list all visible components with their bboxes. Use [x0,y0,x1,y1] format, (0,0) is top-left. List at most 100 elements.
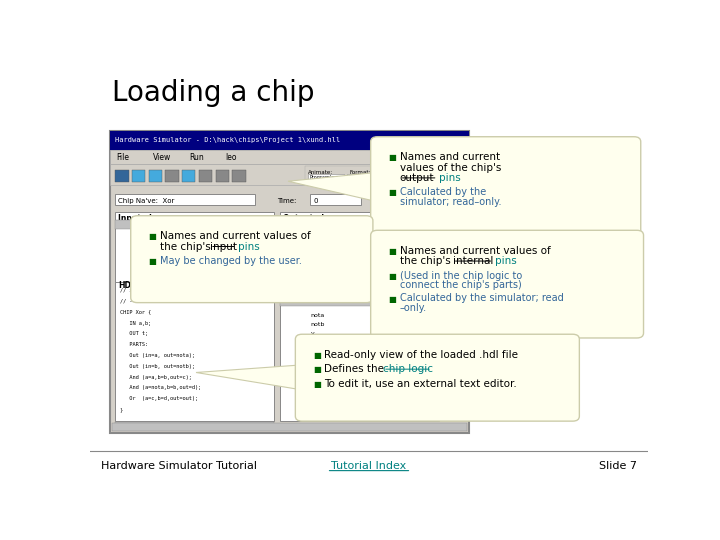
FancyBboxPatch shape [279,297,438,306]
FancyBboxPatch shape [131,216,373,302]
Text: Out (in=b, out=notb);: Out (in=b, out=notb); [120,364,194,369]
Text: pins: pins [438,173,461,183]
Text: Tutorial Index: Tutorial Index [331,461,407,471]
FancyBboxPatch shape [371,137,641,238]
FancyBboxPatch shape [279,220,438,230]
Text: ■: ■ [313,366,321,374]
Text: –only.: –only. [400,303,427,313]
Circle shape [458,138,464,143]
Text: 0: 0 [255,235,259,241]
FancyBboxPatch shape [115,212,274,292]
Text: Dec'mal: Dec'mal [348,174,369,180]
Text: Output pins: Output pins [282,214,333,222]
Text: notb: notb [310,322,325,327]
Text: nota: nota [310,313,325,318]
Text: View:: View: [400,170,414,174]
Text: 0: 0 [414,332,418,336]
Text: a: a [148,235,153,241]
Text: Name: Name [310,222,331,228]
Text: PARTS:: PARTS: [120,342,148,347]
Text: Read-only view of the loaded .hdl file: Read-only view of the loaded .hdl file [324,349,518,360]
Text: pins: pins [238,241,260,252]
Text: Out (in=a, out=nota);: Out (in=a, out=nota); [120,353,194,358]
Text: Name: Name [148,222,169,228]
Text: y: y [310,332,314,336]
Text: Hardware Simulator - D:\hack\chips\Project 1\xund.hll: Hardware Simulator - D:\hack\chips\Proje… [115,138,341,144]
Text: internal: internal [453,256,493,266]
Text: View: View [153,153,171,162]
Text: Time:: Time: [277,198,297,204]
Polygon shape [288,172,384,203]
Text: HDL: HDL [118,281,135,290]
Text: Format:: Format: [349,170,371,174]
Circle shape [449,138,455,143]
FancyBboxPatch shape [115,170,128,182]
Text: ■: ■ [389,272,397,281]
Text: Value: Value [377,222,397,228]
FancyBboxPatch shape [371,230,644,338]
Text: Hardware Simulator Tutorial: Hardware Simulator Tutorial [101,461,257,471]
Text: 0: 0 [414,322,418,327]
Text: Defines the: Defines the [324,364,384,374]
Text: ■: ■ [389,153,397,163]
FancyBboxPatch shape [109,164,469,185]
Text: b: b [148,245,153,251]
Text: ■: ■ [389,295,397,303]
Text: connect the chip's parts): connect the chip's parts) [400,280,521,290]
Text: And (a=a,b=b,out=c);: And (a=a,b=b,out=c); [120,375,192,380]
Text: Loading a chip: Loading a chip [112,79,315,107]
Text: Program'ow: Program'ow [310,174,338,180]
Polygon shape [288,268,384,300]
Text: Input pins: Input pins [118,214,162,222]
Text: 0: 0 [313,198,318,204]
Text: None: None [382,174,395,180]
Text: ■: ■ [389,188,397,197]
Text: Names and current: Names and current [400,152,500,162]
FancyBboxPatch shape [310,194,361,205]
Text: the chip's: the chip's [400,256,451,266]
Text: chip logic: chip logic [383,364,433,374]
Text: ■: ■ [148,232,156,241]
Text: Run: Run [189,153,204,162]
Text: CHIP Xor {: CHIP Xor { [120,310,150,315]
Text: out: out [310,235,322,241]
Text: ■: ■ [313,351,321,360]
FancyBboxPatch shape [132,170,145,182]
FancyBboxPatch shape [166,170,179,182]
Text: pins: pins [495,256,516,266]
FancyBboxPatch shape [279,212,438,292]
FancyBboxPatch shape [305,166,456,183]
Text: Internal pins: Internal pins [282,281,338,290]
FancyBboxPatch shape [115,422,274,428]
Text: input: input [210,241,237,252]
Text: Calculated by the simulator; read: Calculated by the simulator; read [400,294,564,303]
Text: values of the chip's: values of the chip's [400,163,501,172]
Polygon shape [196,364,309,391]
Text: // -- a=0 out=1 else out=0: // -- a=0 out=1 else out=0 [120,299,201,304]
Text: // xor (exclusive or) gate: // xor (exclusive or) gate [120,288,201,293]
Text: (Used in the chip logic to: (Used in the chip logic to [400,271,522,281]
Text: Y: Y [310,341,315,346]
Text: Chip Na've:  Xor: Chip Na've: Xor [118,198,174,204]
FancyBboxPatch shape [295,334,580,421]
FancyBboxPatch shape [115,282,274,421]
Text: the chip's: the chip's [160,241,210,252]
FancyBboxPatch shape [109,131,469,433]
Text: Names and current values of: Names and current values of [160,231,310,241]
FancyBboxPatch shape [347,174,377,180]
Text: And (a=nota,b=b,out=d);: And (a=nota,b=b,out=d); [120,386,201,390]
Text: Names and current values of: Names and current values of [400,246,551,255]
Text: Animate:: Animate: [307,170,333,174]
Polygon shape [179,225,230,293]
Text: Slide 7: Slide 7 [599,461,637,471]
FancyBboxPatch shape [109,131,469,150]
FancyBboxPatch shape [215,170,229,182]
FancyBboxPatch shape [380,174,411,180]
Text: Value: Value [210,222,229,228]
Text: leo: leo [225,153,237,162]
Text: }: } [120,407,122,412]
Text: Name: Name [310,299,331,305]
Polygon shape [138,243,188,273]
Text: Calculated by the: Calculated by the [400,187,486,197]
Text: 0: 0 [419,235,423,241]
